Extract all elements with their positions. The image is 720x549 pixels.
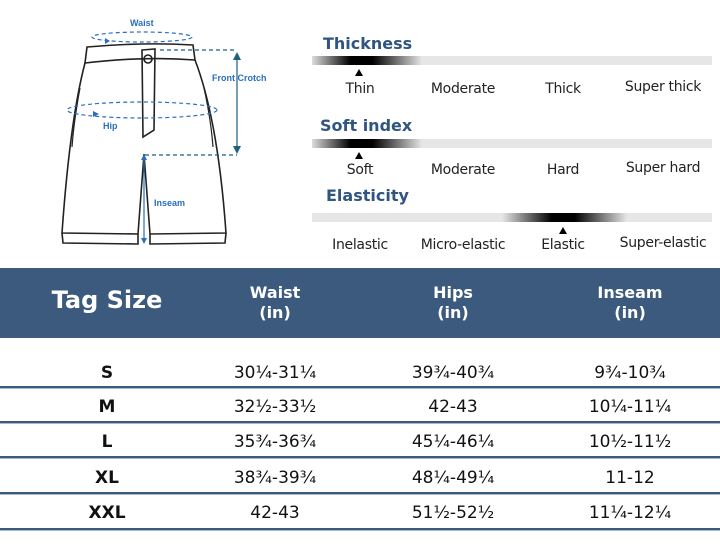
cell-waist: 30¼-31¼ <box>233 363 317 383</box>
header-inseam-unit: (in) <box>614 303 646 322</box>
waist-label: Waist <box>130 18 154 28</box>
cell-waist: 32½-33½ <box>233 397 317 417</box>
cell-inseam: 10½-11½ <box>588 432 672 452</box>
cell-hips: 45¼-46¼ <box>411 432 495 452</box>
soft-index-bar <box>312 139 712 148</box>
thickness-label: Super thick <box>624 79 702 95</box>
cell-size: XL <box>95 468 119 488</box>
soft-index-indicator-icon <box>355 152 363 159</box>
thickness-label: Moderate <box>430 81 496 97</box>
cell-hips: 42-43 <box>428 397 478 417</box>
cell-waist: 35¾-36¾ <box>233 432 317 452</box>
cell-waist: 38¾-39¾ <box>233 468 317 488</box>
size-table-header: Tag Size Waist (in) Hips (in) Inseam (in) <box>0 268 720 338</box>
soft-index-label: Moderate <box>430 162 496 178</box>
soft-index-title: Soft index <box>320 116 413 135</box>
elasticity-bar <box>312 213 712 222</box>
header-hips-label: Hips <box>433 283 473 302</box>
thickness-indicator-icon <box>355 69 363 76</box>
thickness-bar <box>312 56 712 65</box>
inseam-label: Inseam <box>154 198 186 208</box>
soft-index-label: Super hard <box>625 160 701 176</box>
shorts-diagram <box>61 31 241 245</box>
header-hips-unit: (in) <box>437 303 469 322</box>
hip-label: Hip <box>103 121 118 131</box>
header-tag-size: Tag Size <box>51 286 163 314</box>
row-divider <box>0 492 720 495</box>
cell-size: M <box>98 397 116 417</box>
elasticity-title: Elasticity <box>326 186 409 205</box>
cell-size: S <box>100 363 114 383</box>
elasticity-label: Elastic <box>541 237 585 253</box>
row-divider <box>0 386 720 389</box>
elasticity-label: Micro-elastic <box>420 237 506 253</box>
cell-size: XXL <box>88 503 126 523</box>
cell-waist: 42-43 <box>250 503 300 523</box>
cell-inseam: 11-12 <box>605 468 655 488</box>
cell-hips: 51½-52½ <box>411 503 495 523</box>
header-inseam: Inseam (in) <box>597 283 662 323</box>
header-hips: Hips (in) <box>433 283 473 323</box>
cell-inseam: 10¼-11¼ <box>588 397 672 417</box>
thickness-title: Thickness <box>323 34 413 53</box>
cell-inseam: 9¾-10¾ <box>594 363 666 383</box>
header-waist: Waist (in) <box>250 283 301 323</box>
row-divider <box>0 528 720 531</box>
cell-inseam: 11¼-12¼ <box>588 503 672 523</box>
header-waist-label: Waist <box>249 283 301 302</box>
cell-hips: 39¾-40¾ <box>411 363 495 383</box>
thickness-label: Thick <box>545 81 581 97</box>
header-inseam-label: Inseam <box>597 283 663 302</box>
cell-size: L <box>101 432 113 452</box>
elasticity-label: Inelastic <box>332 237 388 253</box>
soft-index-label: Hard <box>546 162 580 178</box>
row-divider <box>0 421 720 424</box>
thickness-label: Thin <box>345 81 375 97</box>
elasticity-indicator-icon <box>559 227 567 234</box>
row-divider <box>0 456 720 459</box>
front-crotch-label: Front Crotch <box>212 73 267 83</box>
soft-index-label: Soft <box>346 162 374 178</box>
elasticity-label: Super-elastic <box>619 235 707 251</box>
cell-hips: 48¼-49¼ <box>411 468 495 488</box>
header-waist-unit: (in) <box>259 303 291 322</box>
